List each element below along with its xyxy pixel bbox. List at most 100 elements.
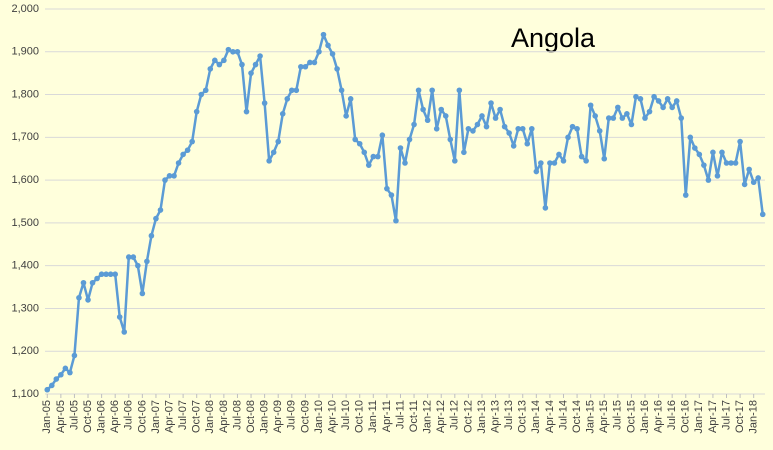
data-point <box>411 121 417 128</box>
data-point <box>365 162 372 168</box>
x-tick-label: Jul-16 <box>666 400 678 430</box>
data-point <box>266 158 272 164</box>
x-tick-label: Oct-11 <box>408 400 420 432</box>
y-tick-label: 1,100 <box>11 388 39 400</box>
x-tick-label: Jan-16 <box>639 400 651 434</box>
x-tick-label: Apr-17 <box>707 400 719 433</box>
data-point <box>307 59 313 66</box>
data-point <box>356 140 363 147</box>
x-tick-label: Jan-08 <box>204 400 216 434</box>
data-point <box>605 115 612 121</box>
data-point <box>497 106 503 113</box>
data-point <box>98 271 105 278</box>
x-tick-label: Jan-14 <box>530 400 542 434</box>
data-point <box>325 42 331 49</box>
data-point <box>261 100 268 106</box>
data-point <box>583 158 589 164</box>
data-point <box>130 254 137 260</box>
x-tick-label: Jul-07 <box>177 400 189 430</box>
data-point <box>682 192 689 198</box>
x-tick-label: Oct-16 <box>680 400 692 433</box>
data-point <box>320 31 327 38</box>
data-point <box>402 160 408 166</box>
data-point <box>642 115 648 121</box>
data-point <box>637 96 644 102</box>
data-point <box>452 158 458 164</box>
data-point <box>71 352 78 359</box>
data-point <box>144 258 150 265</box>
data-point <box>447 136 454 143</box>
chart-title: Angola <box>511 23 596 53</box>
data-point <box>393 217 399 224</box>
data-point <box>755 175 762 181</box>
x-tick-label: Jan-17 <box>693 400 705 434</box>
data-point <box>515 125 522 132</box>
data-point <box>424 117 431 124</box>
data-point <box>547 160 553 166</box>
data-point <box>216 61 223 68</box>
data-point <box>415 87 422 94</box>
data-point <box>524 140 531 147</box>
data-point <box>202 87 209 94</box>
data-point <box>375 153 381 160</box>
x-tick-label: Oct-09 <box>299 400 311 433</box>
y-tick-label: 1,400 <box>11 260 39 272</box>
data-point <box>669 104 675 111</box>
data-point <box>135 262 141 269</box>
data-point <box>542 205 549 211</box>
y-tick-label: 1,300 <box>11 302 39 314</box>
data-point <box>556 151 562 158</box>
x-tick-label: Jan-11 <box>367 400 379 433</box>
x-tick-label: Apr-06 <box>109 400 121 433</box>
x-tick-label: Apr-15 <box>598 400 610 433</box>
data-point <box>479 113 485 119</box>
x-tick-label: Apr-11 <box>381 400 393 432</box>
data-point <box>737 138 743 145</box>
data-point <box>361 149 368 156</box>
data-point <box>275 138 282 145</box>
data-point <box>338 87 345 94</box>
data-point <box>587 102 594 109</box>
data-point <box>166 173 173 179</box>
data-point <box>293 87 300 94</box>
data-point <box>574 125 580 132</box>
data-point <box>673 98 680 104</box>
data-point <box>284 96 291 102</box>
data-point <box>112 271 118 278</box>
data-point <box>225 46 232 53</box>
x-tick-label: Jul-12 <box>449 400 461 430</box>
data-point <box>610 115 617 121</box>
data-point <box>420 106 426 113</box>
x-tick-label: Apr-08 <box>218 400 230 433</box>
data-point <box>329 51 336 57</box>
data-point <box>316 48 322 55</box>
data-point <box>157 207 164 213</box>
data-point <box>103 271 109 278</box>
data-point <box>76 294 82 301</box>
data-point <box>442 113 449 119</box>
data-point <box>198 91 205 98</box>
data-point <box>492 115 499 121</box>
x-tick-label: Jan-10 <box>313 400 325 434</box>
data-point <box>506 130 512 136</box>
data-point <box>560 158 567 164</box>
x-tick-label: Apr-16 <box>652 400 664 433</box>
data-point <box>705 177 712 183</box>
x-tick-label: Apr-13 <box>489 400 501 433</box>
data-point <box>243 108 250 115</box>
data-point <box>551 160 558 166</box>
x-tick-label: Jan-09 <box>259 400 271 434</box>
data-point <box>212 57 218 64</box>
x-tick-label: Jan-07 <box>150 400 162 434</box>
y-tick-label: 1,800 <box>11 88 39 100</box>
data-point <box>710 149 716 156</box>
data-point <box>759 211 766 218</box>
x-tick-label: Apr-09 <box>272 400 284 433</box>
x-tick-label: Jul-14 <box>557 400 569 430</box>
y-tick-label: 2,000 <box>11 3 39 15</box>
x-tick-label: Oct-14 <box>571 400 583 433</box>
data-point <box>162 177 168 183</box>
